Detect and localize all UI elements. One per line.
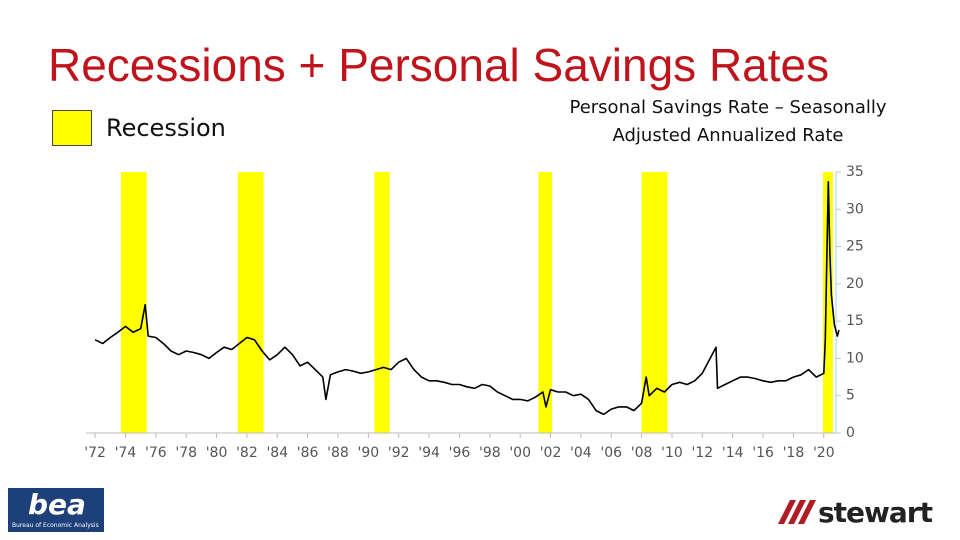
- x-tick-label: '16: [752, 445, 774, 461]
- stewart-logo: stewart: [818, 496, 933, 529]
- y-tick-label: 20: [846, 276, 864, 292]
- x-tick-label: '06: [600, 445, 622, 461]
- y-tick-label: 5: [846, 388, 855, 404]
- x-tick-label: '82: [236, 445, 258, 461]
- x-tick-label: '92: [388, 445, 410, 461]
- x-tick-label: '02: [540, 445, 562, 461]
- x-tick-label: '12: [692, 445, 714, 461]
- y-tick-label: 10: [846, 350, 864, 366]
- bea-logo-text: bea: [28, 488, 86, 521]
- x-tick-label: '10: [661, 445, 683, 461]
- x-tick-label: '74: [115, 445, 137, 461]
- x-tick-label: '14: [722, 445, 744, 461]
- recession-band: [237, 172, 264, 433]
- x-tick-label: '96: [449, 445, 471, 461]
- slide-title: Recessions + Personal Savings Rates: [48, 39, 830, 91]
- x-tick-label: '00: [509, 445, 531, 461]
- x-tick-label: '86: [297, 445, 319, 461]
- stewart-mark: [778, 500, 816, 524]
- legend: Recession: [52, 110, 226, 146]
- y-tick-label: 30: [846, 201, 864, 217]
- x-tick-label: '94: [418, 445, 440, 461]
- y-tick-label: 25: [846, 239, 864, 255]
- x-tick-label: '76: [145, 445, 167, 461]
- y-tick-label: 15: [846, 313, 864, 329]
- x-tick-label: '88: [327, 445, 349, 461]
- recession-band: [538, 172, 553, 433]
- x-tick-label: '20: [813, 445, 835, 461]
- recession-band: [823, 172, 833, 433]
- x-tick-label: '72: [84, 445, 106, 461]
- recession-band: [120, 172, 147, 433]
- x-tick-label: '80: [206, 445, 228, 461]
- chart-subtitle: Personal Savings Rate – Seasonally Adjus…: [569, 97, 887, 146]
- x-tick-label: '90: [358, 445, 380, 461]
- y-tick-label: 35: [846, 164, 864, 180]
- x-tick-label: '98: [479, 445, 501, 461]
- x-tick-label: '04: [570, 445, 592, 461]
- x-tick-label: '78: [175, 445, 197, 461]
- savings-rate-line: [94, 180, 840, 416]
- recession-band: [641, 172, 668, 433]
- legend-swatch: [52, 110, 92, 146]
- legend-label: Recession: [106, 114, 226, 142]
- x-tick-label: '18: [783, 445, 805, 461]
- bea-logo: bea Bureau of Economic Analysis: [8, 488, 104, 532]
- x-tick-label: '08: [631, 445, 653, 461]
- recession-band: [374, 172, 390, 433]
- x-tick-label: '84: [266, 445, 288, 461]
- y-tick-label: 0: [846, 425, 855, 441]
- bea-logo-caption: Bureau of Economic Analysis: [12, 522, 99, 529]
